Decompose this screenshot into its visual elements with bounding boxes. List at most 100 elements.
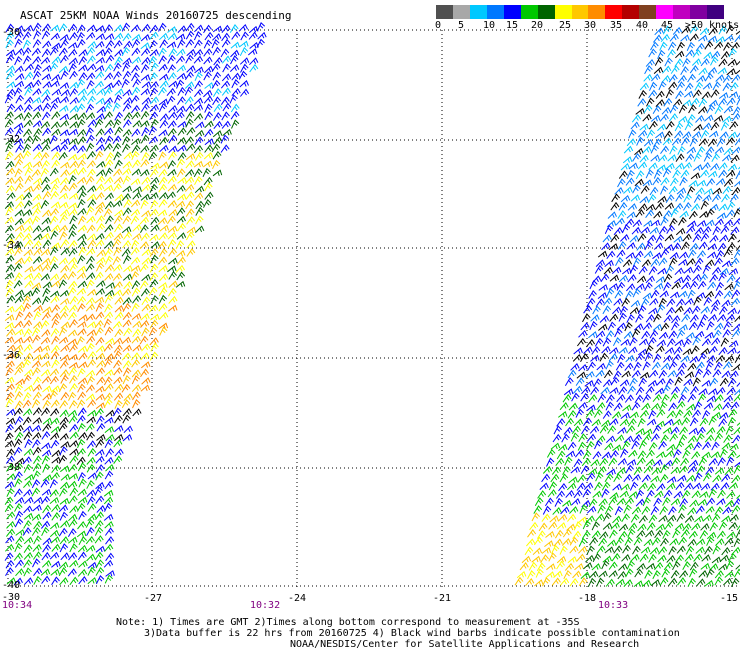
wind-barb — [683, 266, 694, 274]
wind-barb — [566, 482, 577, 491]
wind-barb — [204, 128, 214, 138]
wind-barb — [691, 345, 700, 355]
wind-barb — [678, 394, 687, 404]
wind-barb — [552, 433, 562, 443]
wind-barb — [123, 96, 133, 105]
wind-barb — [77, 215, 87, 225]
wind-barb — [585, 339, 596, 348]
wind-barb — [582, 488, 592, 498]
wind-barb — [706, 395, 717, 403]
wind-barb — [193, 168, 203, 178]
wind-barb — [23, 255, 33, 265]
wind-barb — [5, 184, 15, 194]
wind-barb — [645, 58, 655, 67]
wind-barb — [735, 529, 740, 539]
wind-barb — [77, 496, 88, 504]
wind-barb — [230, 110, 240, 120]
wind-barb — [123, 425, 133, 434]
wind-barb — [158, 265, 168, 273]
wind-barb — [69, 543, 78, 553]
colorbar-swatch — [639, 5, 657, 19]
wind-barb — [212, 46, 221, 56]
wind-barb — [672, 242, 681, 252]
wind-barb — [51, 449, 61, 457]
wind-barb — [677, 145, 686, 155]
wind-barb — [14, 295, 24, 304]
wind-barb — [714, 467, 725, 475]
wind-barb — [167, 304, 178, 312]
wind-barb — [673, 235, 683, 243]
wind-barb — [4, 216, 15, 225]
wind-barb — [684, 553, 694, 562]
wind-barb — [23, 567, 32, 577]
wind-barb — [646, 522, 656, 531]
wind-barb — [186, 48, 196, 57]
wind-barb — [95, 439, 105, 448]
wind-barb — [679, 570, 689, 579]
wind-barb — [50, 536, 61, 544]
wind-barb — [59, 433, 69, 441]
wind-barb — [5, 151, 14, 161]
wind-barb — [159, 80, 169, 89]
wind-barb — [114, 94, 123, 104]
wind-barb — [724, 537, 734, 546]
wind-barb — [159, 144, 169, 153]
wind-barb — [32, 240, 42, 249]
wind-barb — [112, 142, 122, 152]
wind-barb — [629, 377, 638, 387]
wind-barb — [672, 418, 682, 426]
wind-barb — [714, 146, 725, 154]
colorbar-tick: 0 — [434, 20, 442, 31]
wind-barb — [32, 79, 42, 88]
wind-barb — [77, 328, 87, 336]
wind-barb — [95, 345, 106, 353]
wind-barb — [732, 434, 740, 444]
wind-barb — [721, 442, 731, 450]
wind-barb — [602, 379, 613, 388]
wind-barb — [544, 540, 554, 547]
wind-barb — [587, 468, 598, 476]
wind-barb — [590, 354, 600, 362]
wind-barb — [149, 81, 159, 90]
wind-barb — [691, 490, 701, 499]
wind-barb — [23, 384, 34, 392]
wind-barb — [176, 64, 187, 73]
wind-barb — [211, 79, 221, 89]
wind-barb — [674, 130, 684, 139]
wind-barb — [578, 363, 588, 372]
wind-barb — [141, 127, 150, 137]
wind-barb — [150, 241, 160, 249]
wind-barb — [14, 127, 24, 137]
wind-barb — [76, 145, 87, 154]
wind-barb — [86, 279, 95, 289]
wind-barb — [642, 146, 652, 154]
wind-barb — [42, 393, 52, 401]
wind-barb — [692, 336, 701, 346]
wind-barb — [103, 87, 113, 97]
wind-barb — [704, 434, 715, 443]
wind-barb — [625, 218, 635, 227]
wind-barb — [114, 305, 124, 313]
wind-barb — [33, 30, 42, 40]
wind-barb — [640, 226, 650, 234]
wind-barb — [601, 345, 611, 354]
wind-barb — [686, 225, 696, 234]
wind-barb — [96, 422, 106, 432]
pass-time: 10:34 — [2, 600, 33, 611]
wind-barb — [609, 492, 619, 500]
wind-barb — [23, 328, 33, 337]
wind-barb — [656, 409, 666, 418]
wind-barb — [702, 122, 712, 131]
wind-barb — [14, 217, 25, 226]
wind-barb — [77, 153, 87, 161]
wind-barb — [95, 232, 105, 241]
wind-barb — [678, 104, 688, 114]
wind-barb — [186, 127, 196, 136]
wind-barb — [645, 203, 656, 212]
wind-barb — [4, 481, 15, 489]
wind-barb — [732, 323, 740, 332]
wind-barb — [58, 192, 69, 200]
wind-barb — [599, 457, 609, 467]
wind-barb — [654, 561, 664, 571]
wind-barb — [601, 481, 611, 491]
